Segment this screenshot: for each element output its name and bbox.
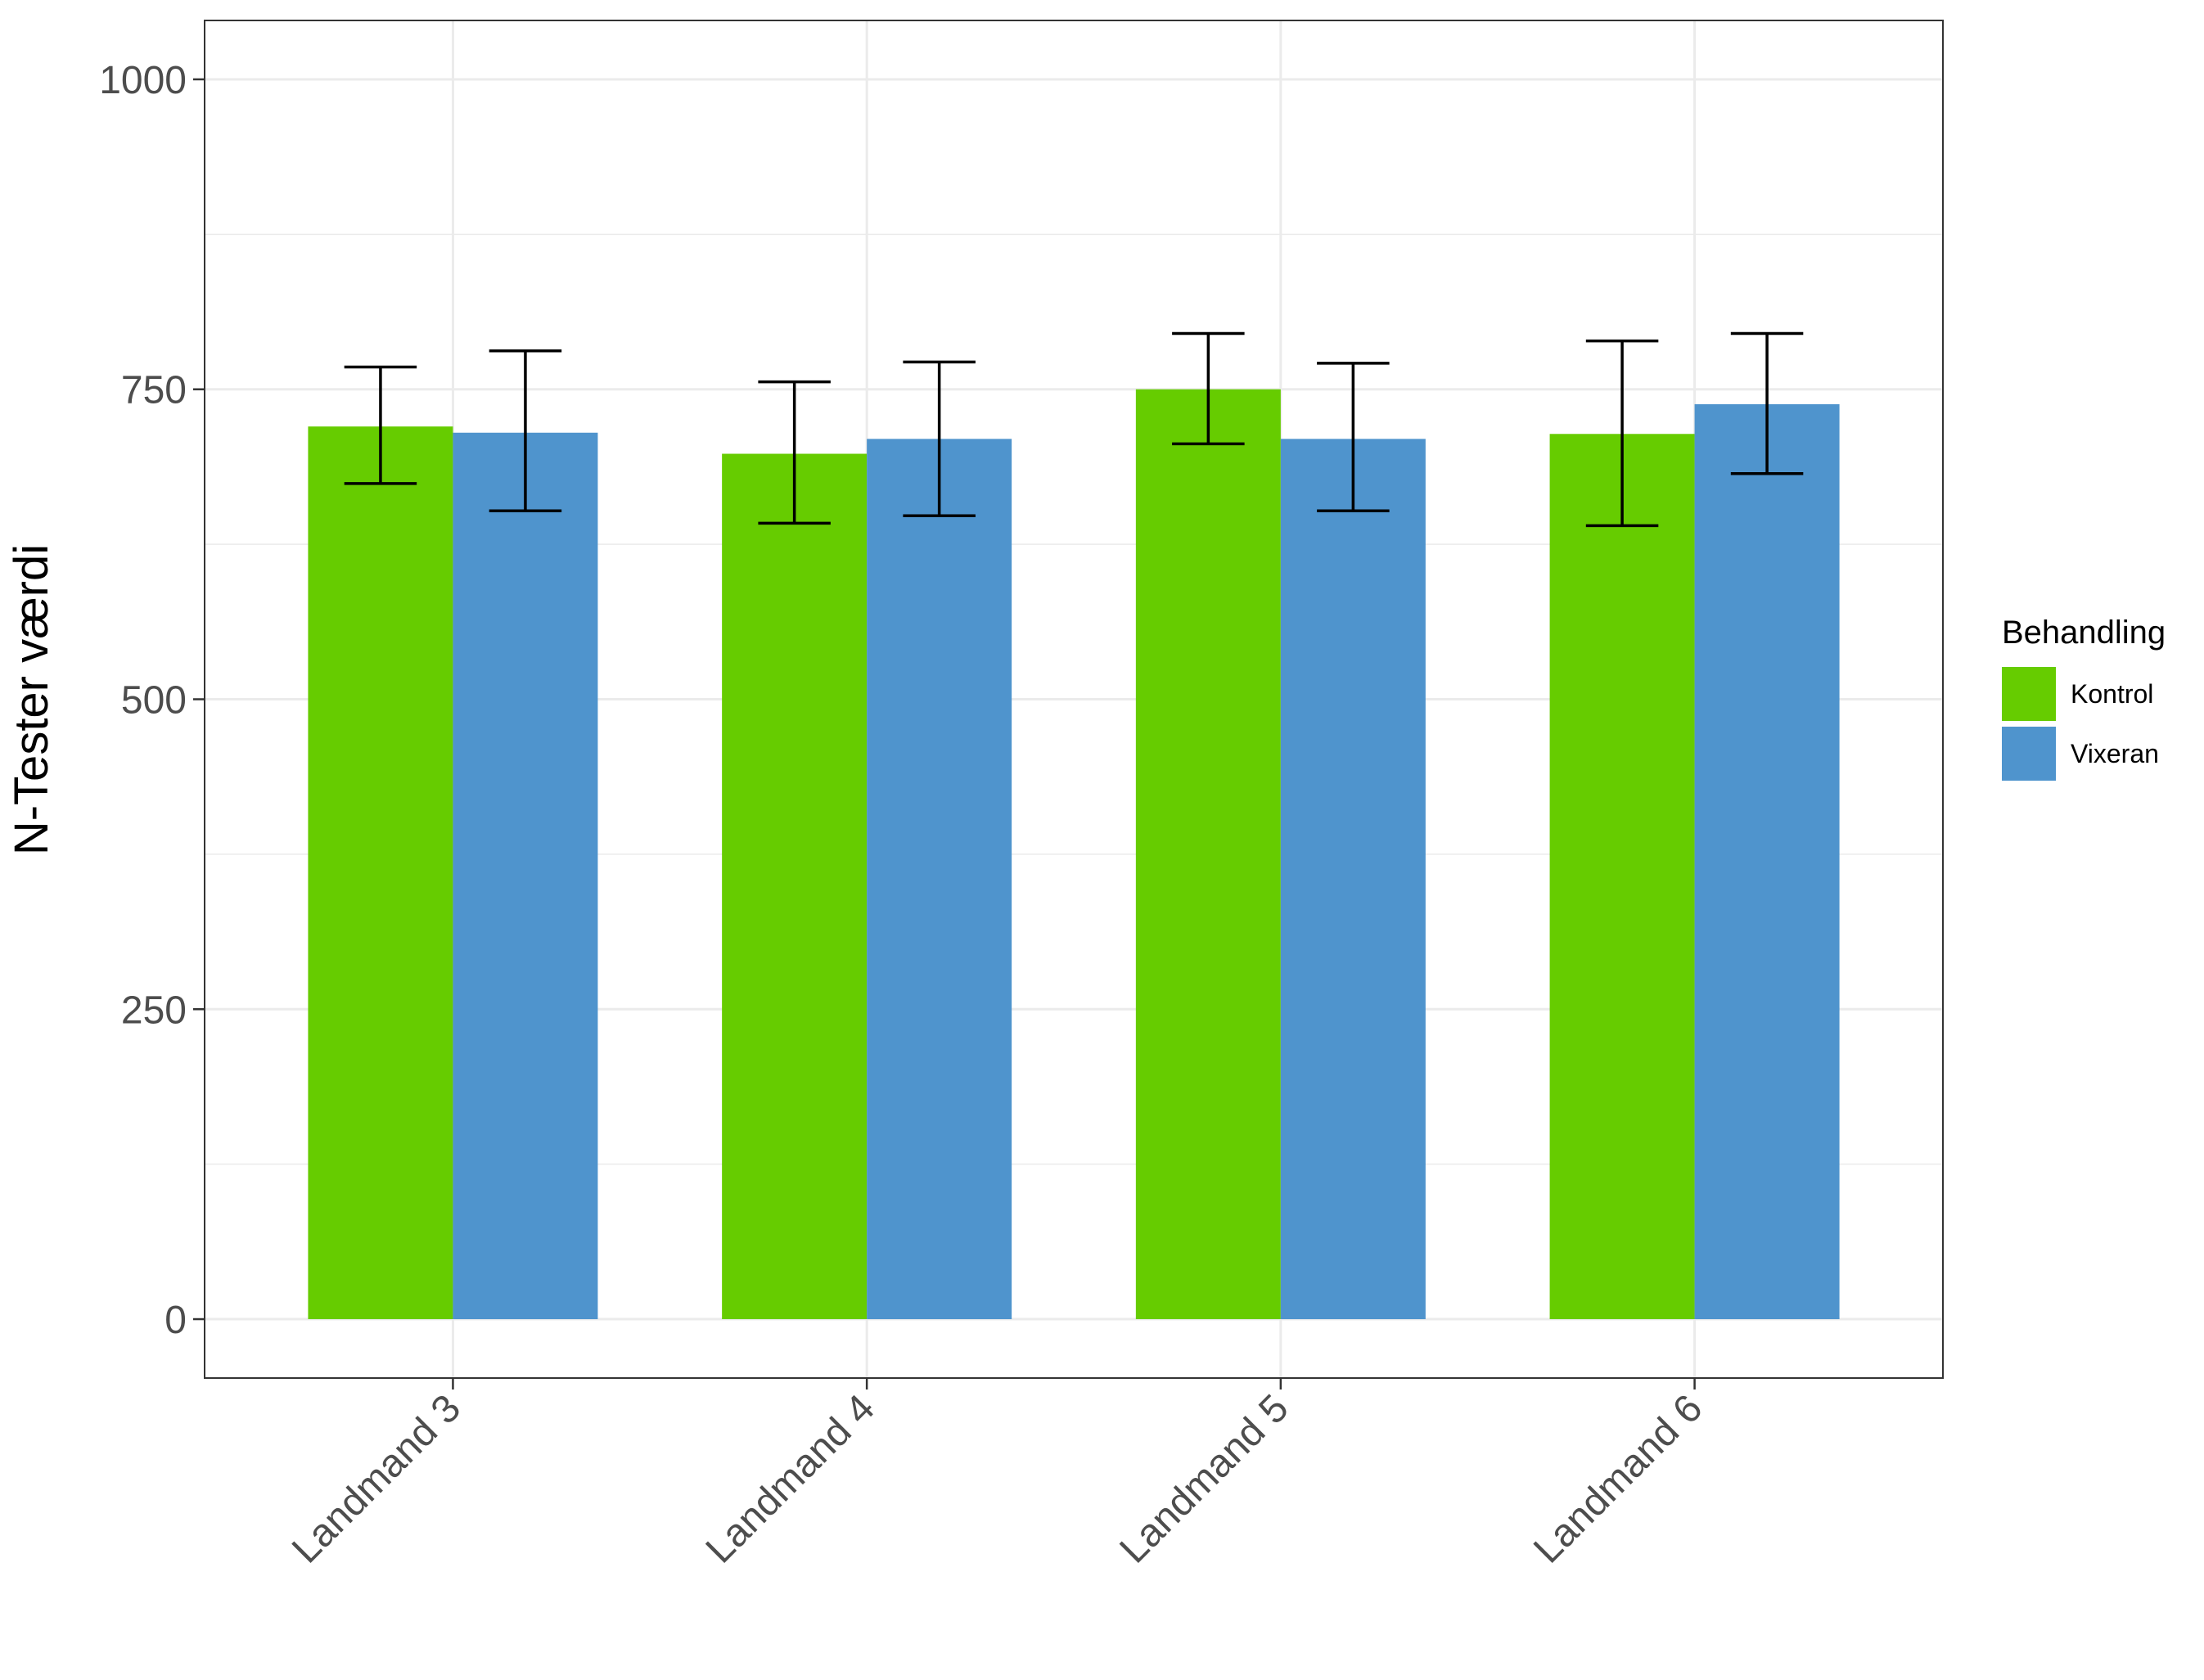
- error-bar: [903, 360, 976, 518]
- error-bar: [1172, 331, 1245, 446]
- y-tick-label: 500: [121, 679, 187, 723]
- error-bars: [344, 331, 1804, 528]
- x-tick-label: Landmand 4: [698, 1386, 883, 1571]
- y-axis-title: N-Tester værdi: [5, 544, 58, 855]
- bar-vixeran: [867, 439, 1012, 1320]
- y-tick-label: 250: [121, 989, 187, 1032]
- legend: Behandling Kontrol Vixeran: [2002, 615, 2166, 781]
- error-bar: [489, 349, 562, 512]
- y-tick-label: 750: [121, 369, 187, 412]
- legend-label: Vixeran: [2071, 739, 2159, 768]
- bar-vixeran: [453, 432, 598, 1320]
- error-bar: [1730, 331, 1804, 475]
- bar-vixeran: [1694, 403, 1840, 1320]
- bar-vixeran: [1280, 439, 1426, 1320]
- legend-key: [2002, 667, 2056, 721]
- bars: [308, 389, 1840, 1320]
- x-tick-label: Landmand 6: [1526, 1386, 1710, 1571]
- x-axis: Landmand 3 Landmand 4 Landmand 5 Landmand 6: [284, 1378, 1710, 1571]
- bar-kontrol: [1135, 389, 1281, 1320]
- bar-kontrol: [722, 453, 868, 1320]
- error-bar: [758, 380, 831, 525]
- y-tick-label: 0: [165, 1299, 187, 1342]
- legend-key: [2002, 727, 2056, 781]
- x-tick-label: Landmand 3: [284, 1386, 469, 1571]
- y-axis: 0 250 500 750 1000: [99, 59, 205, 1342]
- legend-label: Kontrol: [2071, 679, 2153, 709]
- bar-kontrol: [1549, 434, 1695, 1320]
- error-bar: [1317, 362, 1390, 512]
- error-bar: [1585, 339, 1659, 528]
- legend-items: Kontrol Vixeran: [2002, 667, 2159, 781]
- legend-title: Behandling: [2002, 615, 2166, 651]
- bar-kontrol: [308, 426, 453, 1320]
- legend-item: Kontrol: [2002, 667, 2153, 721]
- x-tick-label: Landmand 5: [1111, 1386, 1296, 1571]
- legend-item: Vixeran: [2002, 727, 2159, 781]
- error-bar: [344, 365, 417, 485]
- y-tick-label: 1000: [99, 59, 187, 102]
